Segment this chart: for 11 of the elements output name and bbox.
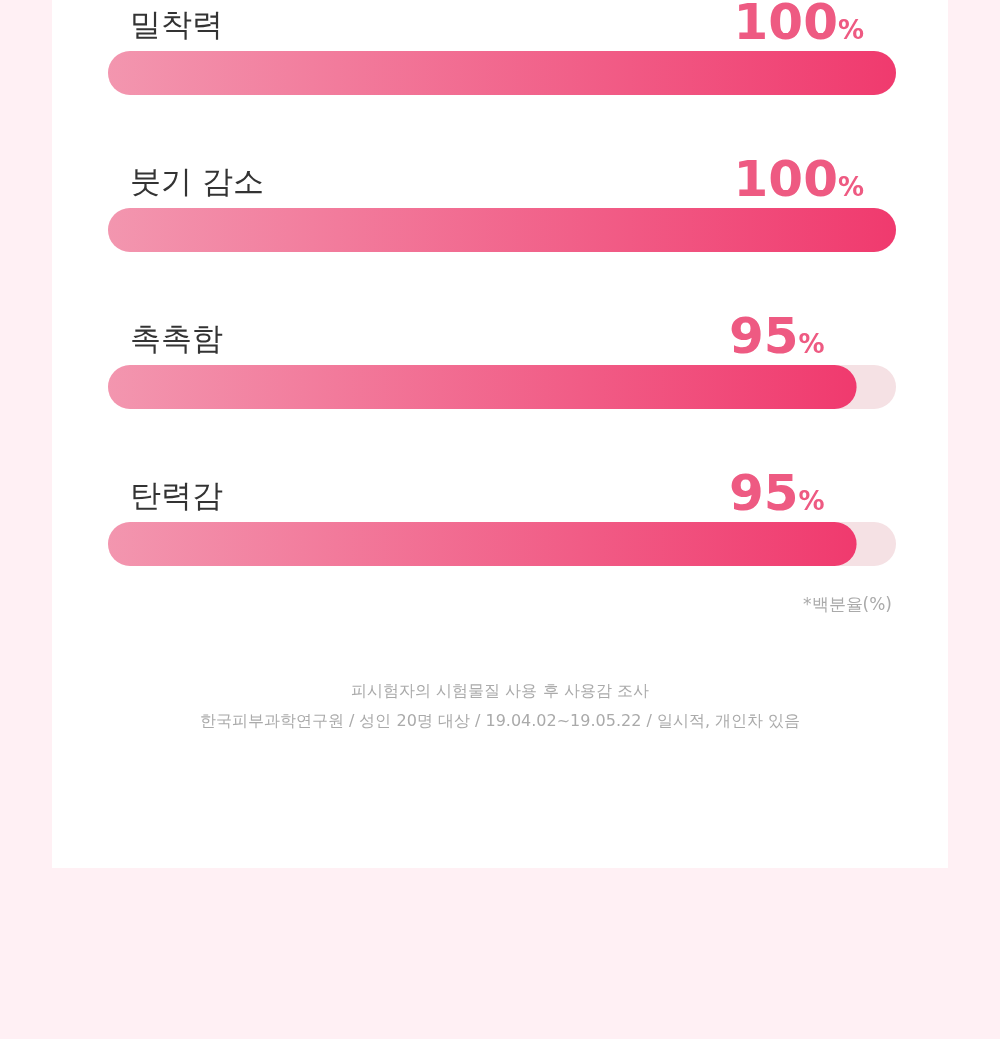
y-tick-label: 붓기 감소 xyxy=(130,163,264,199)
text: 한국피부과학연구원 / 성인 20명 대상 / 19.04.02~19.05.22 / 일시적, 개인차 있음 xyxy=(199,711,801,730)
y-tick-label: 탄력감 xyxy=(130,477,223,513)
text: 피시험자의 시험물질 사용 후 사용감 조사 xyxy=(351,681,649,700)
data-label: 100% xyxy=(733,0,864,51)
data-label: 100% xyxy=(733,150,864,208)
data-label: 95% xyxy=(728,464,825,522)
y-tick-label: 밀착력 xyxy=(130,6,223,42)
y-tick-label: 촉촉함 xyxy=(130,320,223,356)
text: *백분율(%) xyxy=(803,594,892,614)
data-label: 95% xyxy=(728,307,825,365)
